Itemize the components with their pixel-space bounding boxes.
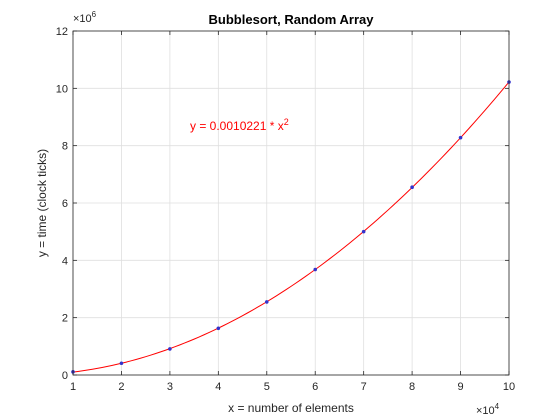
x-tick-label: 6: [312, 381, 318, 393]
y-tick-label: 10: [56, 83, 68, 95]
data-point: [120, 361, 124, 365]
data-point: [410, 185, 414, 189]
x-tick-label: 9: [457, 381, 463, 393]
x-tick-label: 8: [409, 381, 415, 393]
data-point: [459, 136, 463, 140]
x-tick-label: 1: [70, 381, 76, 393]
x-tick-label: 5: [264, 381, 270, 393]
data-point: [313, 268, 317, 272]
x-tick-label: 10: [503, 381, 515, 393]
y-tick-label: 4: [62, 255, 68, 267]
x-multiplier: ×104: [476, 402, 500, 417]
data-point: [168, 347, 172, 351]
x-multiplier-exp: 4: [495, 402, 500, 411]
data-point: [265, 300, 269, 304]
y-tick-label: 6: [62, 198, 68, 210]
y-multiplier: ×106: [73, 10, 97, 25]
x-tick-label: 3: [167, 381, 173, 393]
fit-equation-text: y = 0.0010221 * x: [190, 119, 284, 133]
data-point: [362, 230, 366, 234]
y-tick-label: 2: [62, 313, 68, 325]
fit-equation-annotation: y = 0.0010221 * x2: [190, 117, 289, 133]
data-point: [217, 326, 221, 330]
y-multiplier-base: ×10: [73, 13, 92, 25]
fit-equation-exp: 2: [284, 117, 289, 127]
y-tick-label: 8: [62, 141, 68, 153]
x-multiplier-base: ×10: [476, 405, 495, 417]
y-tick-label: 12: [56, 26, 68, 38]
x-tick-label: 4: [215, 381, 221, 393]
x-axis-label: x = number of elements: [228, 401, 354, 415]
y-axis-label: y = time (clock ticks): [35, 149, 49, 257]
y-multiplier-exp: 6: [92, 10, 97, 19]
x-tick-label: 7: [361, 381, 367, 393]
chart-title: Bubblesort, Random Array: [209, 12, 375, 27]
y-tick-label: 0: [62, 370, 68, 382]
x-tick-label: 2: [118, 381, 124, 393]
